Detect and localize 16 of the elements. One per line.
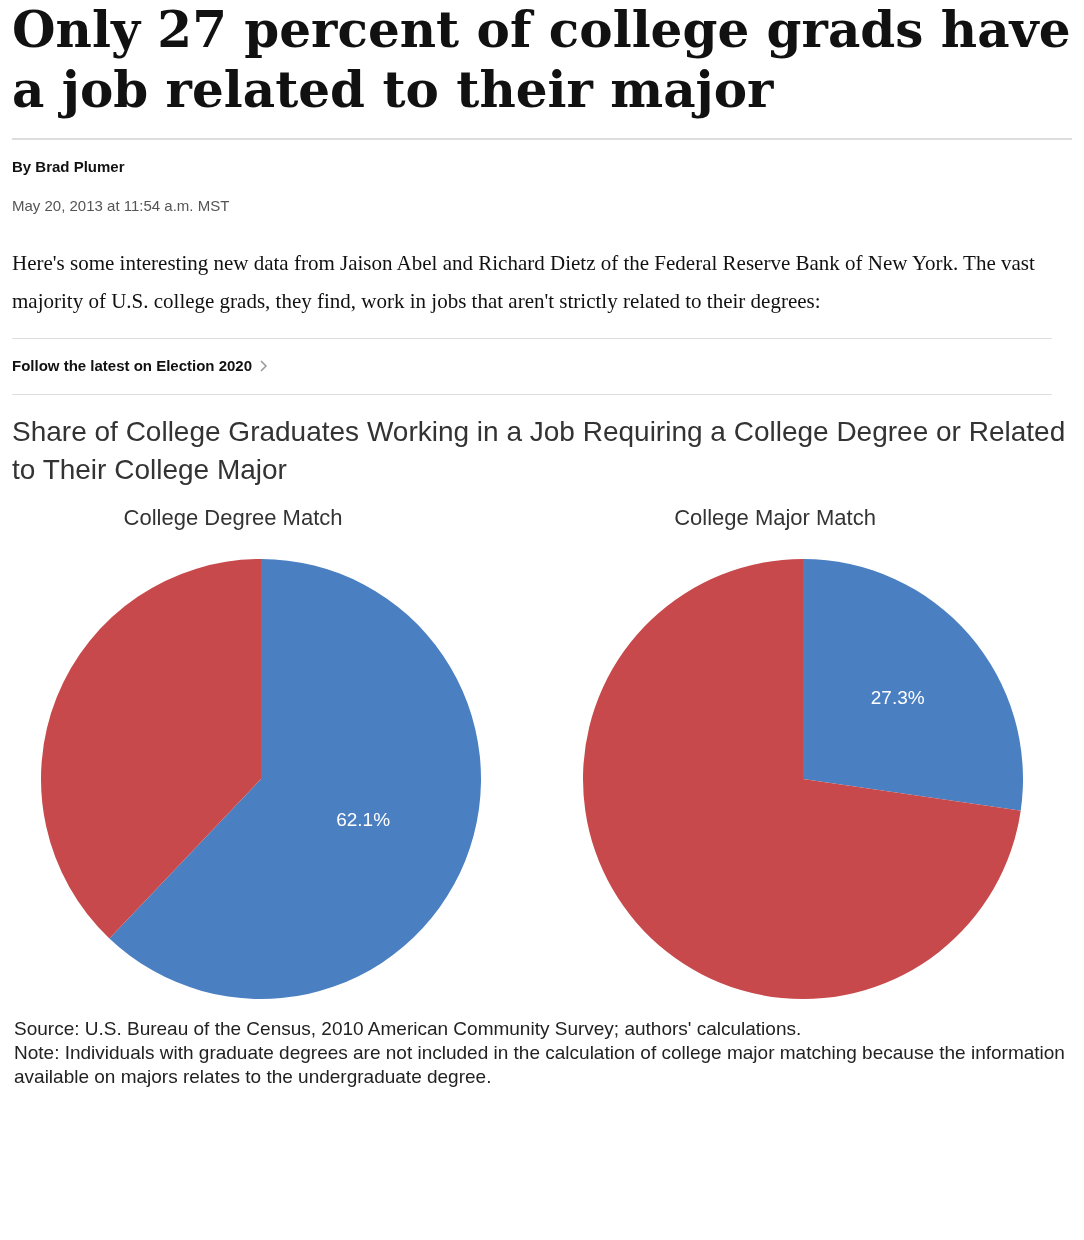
text: Share of College Graduates Working in a Job Requiring a College Degree or Related to Their College Major — [12, 415, 1067, 487]
chart-title: College Major Match — [674, 505, 876, 531]
text: May 20, 2013 at 11:54 a.m. MST — [12, 197, 231, 214]
pie-slice — [803, 559, 1023, 811]
pie-slice — [41, 559, 261, 939]
text: Only 27 percent of college grads have a job related to their major — [12, 0, 1072, 140]
data-label: 62.1% — [336, 809, 391, 831]
text: Here's some interesting new data from Jaison Abel and Richard Dietz of the Federal Reserve Bank of New York. The vast majority of U.S. college grads, they find, work in jobs that aren't strictly related to their degrees: — [12, 244, 1052, 339]
chart-title: College Degree Match — [123, 505, 343, 531]
text: Follow the latest on Election 2020 — [12, 357, 1052, 395]
text: By Brad Plumer — [12, 158, 126, 175]
source-note: Source: U.S. Bureau of the Census, 2010 American Community Survey; authors' calculations. — [14, 1017, 803, 1041]
text: Note: Individuals with graduate degrees are not included in the calculation of college major matching because the information available on majors relates to the undergraduate degree. — [14, 1041, 1066, 1089]
data-label: 27.3% — [870, 686, 925, 708]
pie-slice — [583, 559, 1021, 999]
pie-slice — [109, 559, 481, 999]
